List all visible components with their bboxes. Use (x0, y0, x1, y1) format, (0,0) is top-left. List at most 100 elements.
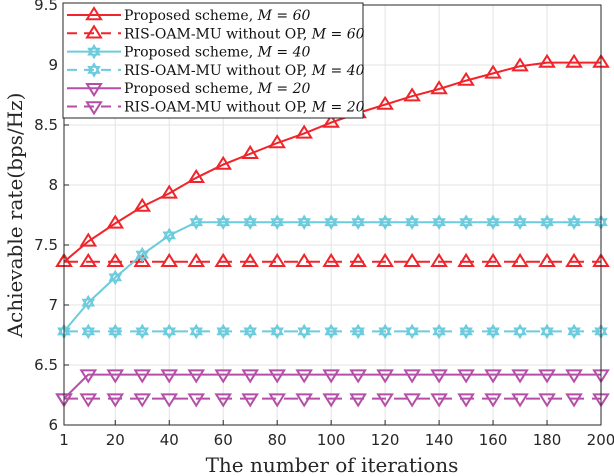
hexagram-part (567, 323, 581, 336)
legend-entry: RIS-OAM-MU without OP, M = 40 (124, 63, 365, 79)
data-point-marker (405, 323, 419, 340)
hexagram-part (324, 218, 338, 230)
data-point-marker (511, 369, 529, 384)
data-point-marker (106, 214, 125, 229)
data-point-marker (540, 214, 554, 230)
data-point-marker (378, 214, 392, 230)
hexagram-part (432, 214, 446, 227)
hexagram-part (135, 246, 150, 259)
hexagram-part (81, 323, 96, 336)
hexagram-part (486, 323, 500, 336)
data-point-marker (511, 393, 529, 408)
data-point-marker (297, 214, 311, 230)
hexagram-part (378, 323, 392, 336)
data-point-marker (324, 323, 338, 340)
series-line (63, 221, 601, 333)
data-point-marker (565, 393, 583, 408)
hexagram-part (405, 214, 419, 227)
legend-box (62, 2, 364, 119)
data-point-marker (513, 214, 527, 230)
hexagram-part (297, 218, 311, 230)
legend-marker (85, 101, 103, 116)
hexagram-part (540, 218, 554, 230)
y-tick-label: 7 (48, 296, 58, 314)
series-line (63, 61, 601, 263)
hexagram-part (87, 47, 101, 60)
series-group (55, 53, 610, 408)
data-point-marker (268, 369, 286, 384)
hexagram-part (567, 218, 581, 230)
data-point-marker (351, 323, 365, 340)
data-point-marker (513, 323, 527, 340)
data-point-marker (214, 155, 233, 170)
data-point-marker (457, 71, 475, 86)
hexagram-part (459, 327, 473, 340)
series-4 (55, 369, 610, 408)
data-point-marker (403, 87, 421, 102)
hexagram-part (378, 327, 392, 340)
hexagram-part (81, 294, 96, 307)
hexagram-part (540, 323, 554, 336)
hexagram-part (459, 214, 473, 227)
data-point-marker (484, 64, 502, 79)
data-point-marker (432, 323, 446, 340)
data-point-marker (216, 323, 230, 340)
data-point-marker (160, 184, 179, 199)
data-point-marker (295, 369, 313, 384)
hexagram-part (81, 327, 96, 340)
x-tick-label: 160 (479, 431, 508, 449)
legend-m-label: M = 60 (311, 26, 365, 42)
hexagram-part (540, 327, 554, 340)
data-point-marker (243, 214, 257, 230)
x-tick-label: 1 (59, 431, 69, 449)
legend-label: RIS-OAM-MU without OP, (124, 100, 312, 116)
data-point-marker (241, 252, 260, 267)
data-point-marker (430, 80, 448, 95)
legend-marker (85, 24, 103, 39)
data-point-marker (108, 323, 123, 340)
x-tick-label: 60 (214, 431, 233, 449)
data-point-marker (162, 227, 177, 244)
y-tick-label: 8 (48, 176, 58, 194)
hexagram-part (162, 231, 177, 244)
data-point-marker (322, 393, 340, 408)
data-point-marker (351, 214, 365, 230)
data-point-marker (430, 252, 448, 267)
hexagram-part (405, 323, 419, 336)
data-point-marker (430, 369, 448, 384)
hexagram-part (459, 323, 473, 336)
legend-label: RIS-OAM-MU without OP, (124, 63, 312, 79)
data-point-marker (403, 252, 421, 267)
hexagram-part (486, 214, 500, 227)
data-point-marker (133, 393, 152, 408)
legend: Proposed scheme, M = 60 RIS-OAM-MU withou… (62, 2, 365, 119)
hexagram-part (378, 214, 392, 227)
hexagram-part (162, 227, 177, 240)
data-point-marker (403, 393, 421, 408)
hexagram-part (351, 214, 365, 227)
data-point-marker (538, 252, 556, 267)
x-tick-label: 200 (587, 431, 614, 449)
data-point-marker (241, 144, 260, 159)
data-point-marker (268, 252, 286, 267)
hexagram-part (108, 327, 123, 340)
data-point-marker (270, 323, 284, 340)
y-tick-label: 6 (48, 416, 58, 434)
x-tick-label: 120 (371, 431, 400, 449)
data-point-marker (216, 214, 230, 230)
x-tick-label: 140 (425, 431, 454, 449)
data-point-marker (376, 95, 394, 110)
legend-label: Proposed scheme, (124, 8, 258, 24)
hexagram-part (87, 62, 101, 74)
data-point-marker (567, 323, 581, 340)
legend-label: Proposed scheme, (124, 45, 258, 61)
hexagram-part (270, 218, 284, 230)
data-point-marker (484, 393, 502, 408)
data-point-marker (214, 393, 233, 408)
legend-marker (85, 6, 103, 21)
data-point-marker (214, 252, 233, 267)
hexagram-part (108, 273, 123, 286)
hexagram-part (216, 218, 230, 230)
data-point-marker (135, 323, 150, 340)
